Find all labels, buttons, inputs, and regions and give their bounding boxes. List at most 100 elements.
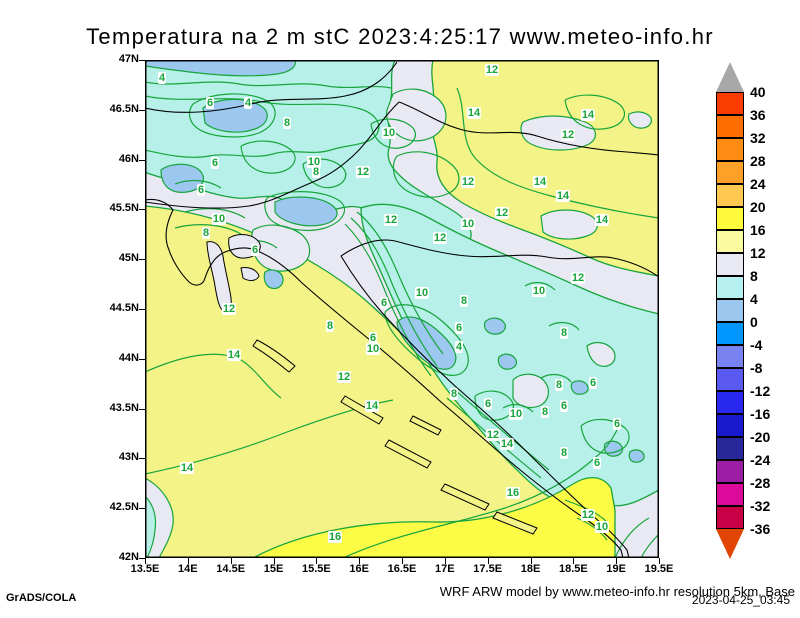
x-axis-tick — [530, 558, 532, 564]
y-axis-tick — [139, 408, 145, 410]
temperature-map: 4 6 4 8 10 12 14 14 12 6 10 8 12 6 10 8 12 12 14 14 12 10 14 12… — [145, 60, 659, 558]
colorbar-segment — [716, 299, 744, 322]
x-axis-tick-label: 14.5E — [216, 563, 246, 575]
x-axis-tick — [273, 558, 275, 564]
contour-value-label: 8 — [559, 447, 569, 459]
x-axis-tick-label: 16.5E — [387, 563, 417, 575]
x-axis-tick — [316, 558, 318, 564]
x-axis-tick — [444, 558, 446, 564]
y-axis-tick-label: 43.5N — [109, 401, 139, 414]
colorbar-segment — [716, 207, 744, 230]
x-axis-tick-label: 17E — [435, 563, 455, 575]
contour-value-label: 8 — [559, 327, 569, 339]
y-axis-tick — [139, 508, 145, 510]
colorbar-tick-label: 8 — [750, 268, 758, 284]
colorbar-under-arrow — [716, 529, 744, 559]
contour-value-label: 10 — [594, 521, 610, 533]
colorbar-tick-label: -16 — [750, 406, 771, 422]
contour-value-label: 12 — [355, 166, 371, 178]
colorbar-tick-label: -28 — [750, 475, 771, 491]
coastline — [145, 198, 624, 558]
colorbar-tick-label: 32 — [750, 130, 766, 146]
island — [409, 415, 442, 436]
borders — [145, 61, 659, 558]
region-blue-0-4 — [483, 317, 506, 335]
contour-value-label: 4 — [243, 97, 253, 109]
contour-value-label: 10 — [211, 213, 227, 225]
colorbar-tick-label: -4 — [750, 337, 763, 353]
colorbar-tick-label: -20 — [750, 429, 771, 445]
x-axis-tick-label: 19.5E — [644, 563, 674, 575]
x-axis-tick-label: 16E — [349, 563, 369, 575]
colorbar-segment — [716, 483, 744, 506]
colorbar-segment — [716, 345, 744, 368]
y-axis-tick — [139, 259, 145, 261]
colorbar-segment — [716, 161, 744, 184]
colorbar-tick-label: 28 — [750, 153, 766, 169]
contour-value-label: 12 — [383, 214, 399, 226]
colorbar-segment — [716, 414, 744, 437]
grads-credit: GrADS/COLA — [6, 592, 77, 604]
colorbar-segment — [716, 506, 744, 529]
y-axis-tick — [139, 209, 145, 211]
x-axis-tick — [573, 558, 575, 564]
contour-value-label: 6 — [454, 322, 464, 334]
x-axis-tick-label: 15E — [263, 563, 284, 575]
x-axis-tick-label: 15.5E — [301, 563, 331, 575]
x-axis-tick — [487, 558, 489, 564]
run-timestamp: 2023-04-25_03:45 — [691, 593, 790, 607]
map-frame — [145, 60, 659, 558]
y-axis-tick-label: 45N — [118, 252, 139, 265]
x-axis-tick — [359, 558, 361, 564]
x-axis-tick-label: 19E — [606, 563, 626, 575]
contour-value-label: 6 — [559, 400, 569, 412]
contour-value-label: 8 — [325, 320, 335, 332]
contour-value-label: 6 — [210, 157, 220, 169]
colorbar-segment — [716, 253, 744, 276]
contour-value-label: 14 — [594, 214, 610, 226]
y-axis-tick — [139, 60, 145, 61]
contour-value-label: 14 — [226, 349, 242, 361]
island — [240, 267, 260, 281]
y-axis-tick — [139, 458, 145, 460]
contour-value-label: 6 — [368, 332, 378, 344]
contour-value-label: 14 — [499, 438, 515, 450]
y-axis-tick-label: 43N — [118, 451, 139, 464]
colorbar-tick-label: 36 — [750, 107, 766, 123]
colorbar-segment — [716, 437, 744, 460]
region-pale-hole — [520, 115, 596, 151]
y-axis-tick — [139, 558, 145, 559]
island — [384, 439, 432, 469]
x-axis-tick — [230, 558, 232, 564]
y-axis-tick — [139, 109, 145, 111]
region-blue-0-4 — [603, 440, 623, 457]
contour-value-label: 6 — [612, 418, 622, 430]
region-blue-0-4 — [497, 353, 517, 370]
x-axis-tick — [402, 558, 403, 564]
contour-value-label: 8 — [201, 227, 211, 239]
contour-value-label: 10 — [531, 285, 547, 297]
region-blue-0-4 — [396, 316, 457, 370]
colorbar-tick-label: 24 — [750, 176, 766, 192]
contour-value-label: 14 — [580, 109, 596, 121]
contour-value-label: 10 — [381, 127, 397, 139]
contour-value-label: 6 — [483, 398, 493, 410]
page-title: Temperatura na 2 m stC 2023:4:25:17 www.… — [86, 24, 714, 49]
colorbar-over-arrow — [716, 62, 744, 92]
y-axis-tick-label: 47N — [118, 53, 139, 65]
region-blue-0-4 — [570, 380, 589, 395]
contour-value-label: 12 — [336, 371, 352, 383]
colorbar — [716, 62, 744, 559]
contour-value-label: 14 — [466, 107, 482, 119]
contour-value-label: 12 — [494, 207, 510, 219]
contour-value-label: 12 — [484, 64, 500, 76]
colorbar-segment — [716, 276, 744, 299]
colorbar-tick-label: 0 — [750, 314, 758, 330]
border-bosnia-north — [340, 239, 659, 278]
colorbar-tick-label: 4 — [750, 291, 758, 307]
contour-value-label: 12 — [560, 129, 576, 141]
x-axis-tick-label: 18.5E — [558, 563, 588, 575]
colorbar-tick-label: -12 — [750, 383, 771, 399]
colorbar-tick-label: 12 — [750, 245, 766, 261]
